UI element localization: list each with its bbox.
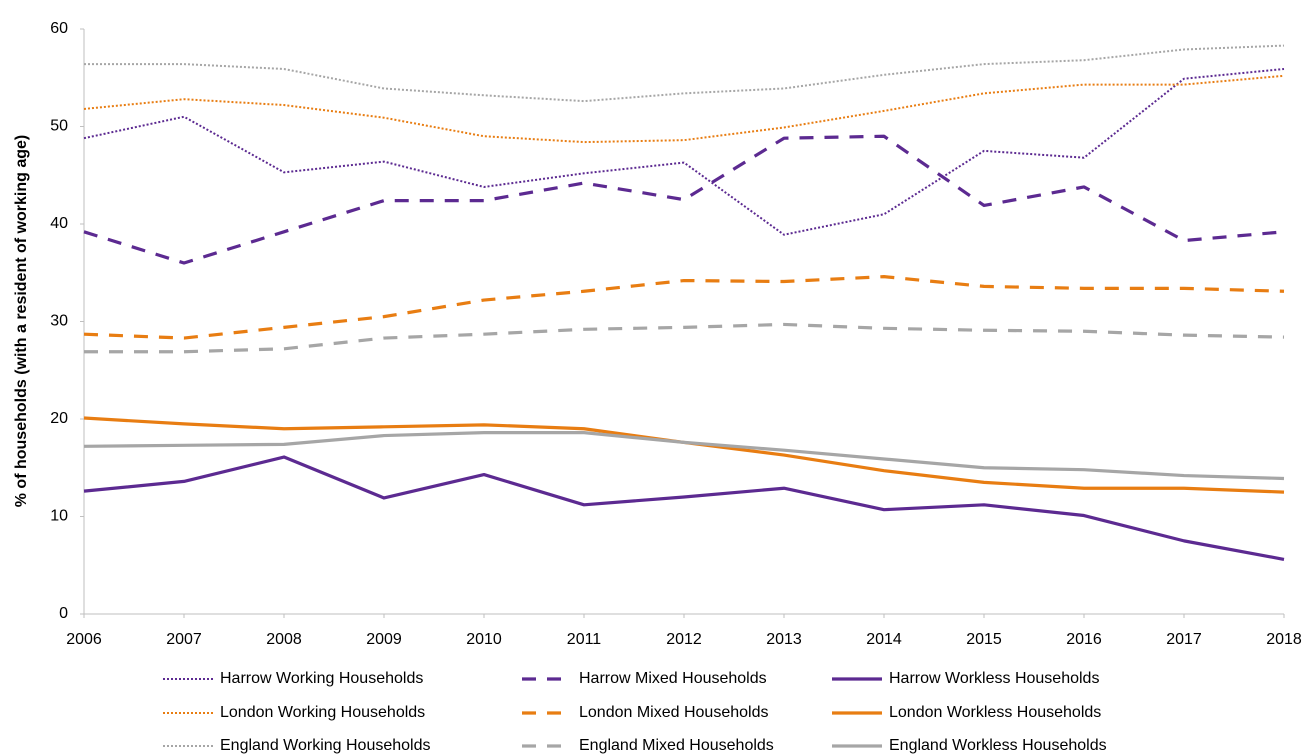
series-line	[83, 275, 1285, 340]
series-line	[84, 322, 1285, 354]
x-tick-label: 2012	[666, 631, 702, 648]
x-tick-label: 2010	[466, 631, 502, 648]
series-line	[83, 455, 1285, 561]
x-tick-label: 2013	[766, 631, 802, 648]
x-tick-label: 2014	[866, 631, 902, 648]
y-tick-label: 30	[50, 313, 68, 330]
x-tick-label: 2007	[166, 631, 202, 648]
series-line	[83, 74, 1285, 144]
series-line	[83, 134, 1285, 265]
x-tick-label: 2009	[366, 631, 402, 648]
x-tick-label: 2015	[966, 631, 1002, 648]
y-tick-label: 0	[59, 605, 68, 622]
legend-label: England Workless Households	[889, 737, 1107, 754]
y-tick-label: 10	[50, 508, 68, 525]
legend-label: Harrow Mixed Households	[579, 670, 767, 687]
legend-label: London Workless Households	[889, 704, 1101, 721]
y-tick-label: 50	[50, 118, 68, 135]
x-tick-label: 2006	[66, 631, 102, 648]
legend-label: England Working Households	[220, 737, 431, 754]
y-tick-label: 40	[50, 215, 68, 232]
legend-label: London Mixed Households	[579, 704, 768, 721]
x-tick-label: 2017	[1166, 631, 1202, 648]
series-line	[83, 67, 1285, 236]
legend-label: Harrow Working Households	[220, 670, 423, 687]
legend-label: London Working Households	[220, 704, 425, 721]
series-line	[83, 431, 1285, 481]
x-tick-label: 2011	[567, 631, 602, 648]
series-line	[83, 416, 1285, 494]
x-tick-label: 2018	[1266, 631, 1302, 648]
y-tick-label: 20	[50, 410, 68, 427]
series-line	[84, 44, 1285, 103]
x-tick-label: 2016	[1066, 631, 1102, 648]
legend-label: Harrow Workless Households	[889, 670, 1099, 687]
y-tick-label: 60	[50, 20, 68, 37]
x-tick-label: 2008	[266, 631, 302, 648]
y-axis-label: % of households (with a resident of work…	[13, 135, 30, 507]
legend-label: England Mixed Households	[579, 737, 774, 754]
